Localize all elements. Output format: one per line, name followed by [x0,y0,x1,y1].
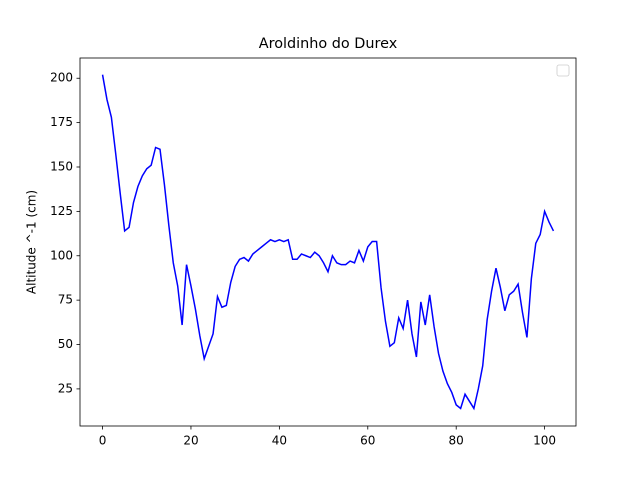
y-tick-label: 100 [50,248,73,262]
y-tick-label: 50 [58,337,73,351]
y-axis-label: Altitude ^-1 (cm) [25,190,39,294]
x-tick-label: 60 [360,434,375,448]
y-tick-label: 175 [50,115,73,129]
x-tick-label: 80 [449,434,464,448]
y-tick-label: 200 [50,71,73,85]
x-tick-label: 100 [533,434,556,448]
y-tick-label: 125 [50,204,73,218]
line [101,74,555,411]
y-tick-label: 75 [58,293,73,307]
x-tick-label: 20 [183,434,198,448]
y-tick-label: 25 [58,381,73,395]
x-tick-label: 40 [272,434,287,448]
axes-frame [79,57,577,427]
legend [556,64,570,77]
chart-title: Aroldinho do Durex [259,36,398,52]
y-tick-label: 150 [50,159,73,173]
x-tick-label: 0 [99,434,107,448]
